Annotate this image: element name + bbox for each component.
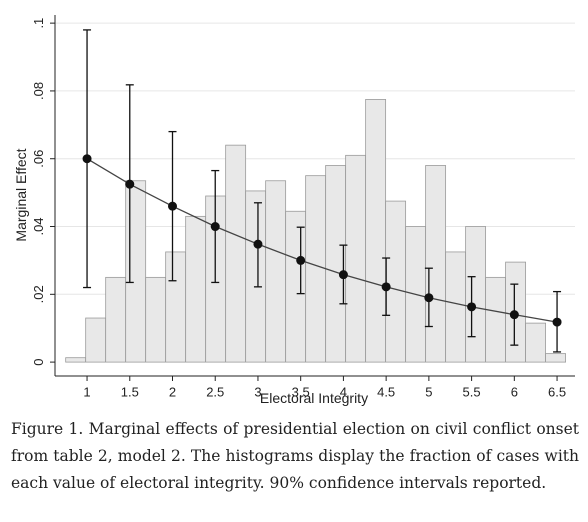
histogram-bar	[165, 251, 187, 363]
y-tick-label: 0	[31, 358, 46, 365]
histogram-bar	[365, 99, 387, 363]
x-tick-label: 4	[340, 384, 347, 399]
effect-point	[467, 302, 477, 312]
histogram-bar	[345, 154, 367, 363]
x-tick-label: 5.5	[463, 384, 481, 399]
histogram-bar	[245, 190, 267, 363]
caption: Figure 1. Marginal effects of presidenti…	[11, 420, 579, 492]
histogram-bar	[105, 276, 127, 363]
histogram-bar	[65, 357, 87, 363]
y-tick-label: .1	[31, 18, 46, 29]
y-tick-label: .06	[31, 150, 46, 168]
x-tick-label: 1.5	[121, 384, 139, 399]
histogram-bar	[485, 276, 507, 363]
y-tick-label: .04	[31, 217, 46, 235]
effect-point	[509, 310, 519, 320]
histogram-bar	[305, 175, 327, 363]
histogram-bar	[525, 322, 547, 363]
effect-point	[82, 154, 92, 164]
chart: Electoral Integrity Marginal Effect 0 .02…	[13, 15, 575, 406]
histogram-bar	[145, 276, 167, 363]
histogram-bar	[225, 144, 247, 363]
x-tick-label: 5	[425, 384, 432, 399]
x-tick-label: 2	[169, 384, 176, 399]
effect-point	[168, 201, 178, 211]
histogram-bar	[545, 353, 566, 363]
x-tick-label: 3.5	[292, 384, 310, 399]
x-tick-label: 1	[83, 384, 90, 399]
x-tick-label: 6	[511, 384, 518, 399]
effect-point	[210, 222, 220, 232]
effect-point	[381, 282, 391, 292]
y-tick-label: .02	[31, 285, 46, 303]
effect-point	[125, 179, 135, 189]
histogram-bar	[265, 180, 287, 363]
histogram-bar	[465, 226, 487, 363]
x-axis-label: Electoral Integrity	[260, 390, 368, 406]
x-tick-label: 2.5	[206, 384, 224, 399]
histogram-bar	[325, 165, 347, 363]
histogram-bar	[125, 180, 147, 363]
effect-point	[424, 293, 434, 303]
histogram-bar	[445, 251, 467, 363]
x-tick-label: 4.5	[377, 384, 395, 399]
y-axis-label: Marginal Effect	[13, 148, 29, 241]
histogram-bar	[425, 165, 447, 363]
effect-point	[253, 239, 263, 249]
y-tick-label: .08	[31, 82, 46, 100]
x-tick-label: 6.5	[548, 384, 566, 399]
effect-point	[338, 270, 348, 280]
effect-line	[86, 158, 558, 323]
histogram-bar	[285, 210, 307, 363]
effect-point	[552, 317, 562, 327]
x-tick-label: 3	[254, 384, 261, 399]
histogram-bar	[185, 215, 207, 363]
effect-point	[296, 255, 306, 265]
histogram-bar	[385, 200, 407, 363]
histogram-bar	[85, 317, 107, 363]
